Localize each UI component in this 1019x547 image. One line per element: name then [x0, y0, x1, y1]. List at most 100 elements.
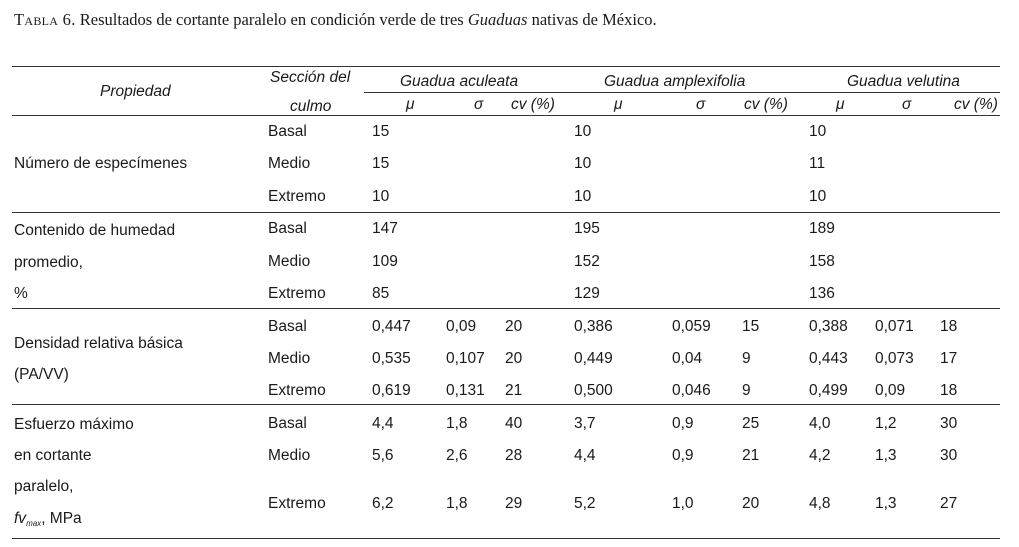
value-cell: 158	[809, 253, 835, 270]
value-cell: 28	[505, 447, 523, 464]
section-cell: Medio	[268, 155, 311, 172]
header-cv: cv (%)	[511, 96, 555, 113]
symbol-subscript: max	[26, 519, 42, 528]
value-cell: 0,386	[574, 318, 613, 335]
value-cell: 29	[505, 495, 523, 512]
value-cell: 20	[505, 318, 523, 335]
property-label: (PA/VV)	[14, 366, 69, 383]
header-property: Propiedad	[100, 83, 171, 100]
value-cell: 10	[809, 188, 827, 205]
table-caption: Tabla 6. Resultados de cortante paralelo…	[14, 10, 657, 30]
property-label: promedio,	[14, 254, 83, 271]
value-cell: 6,2	[372, 495, 394, 512]
value-cell: 0,500	[574, 382, 613, 399]
value-cell: 4,4	[372, 415, 394, 432]
value-cell: 15	[372, 123, 390, 140]
caption-label: Tabla 6.	[14, 10, 76, 29]
header-sd: σ	[902, 96, 912, 113]
value-cell: 40	[505, 415, 523, 432]
property-label: %	[14, 285, 28, 302]
header-species: Guadua aculeata	[400, 73, 519, 90]
property-symbol: fvmax, MPa	[14, 510, 82, 533]
header-cv: cv (%)	[744, 96, 788, 113]
value-cell: 18	[940, 382, 958, 399]
property-label: Número de especímenes	[14, 155, 188, 172]
value-cell: 0,447	[372, 318, 411, 335]
section-cell: Extremo	[268, 285, 326, 302]
value-cell: 4,0	[809, 415, 831, 432]
value-cell: 11	[809, 155, 826, 172]
value-cell: 0,499	[809, 382, 848, 399]
value-cell: 1,2	[875, 415, 897, 432]
section-cell: Basal	[268, 123, 307, 140]
property-label: en cortante	[14, 447, 92, 464]
value-cell: 20	[505, 350, 523, 367]
table-bottom-rule	[12, 538, 1000, 539]
header-sd: σ	[696, 96, 706, 113]
value-cell: 3,7	[574, 415, 596, 432]
value-cell: 0,388	[809, 318, 848, 335]
header-species: Guadua amplexifolia	[604, 73, 746, 90]
value-cell: 10	[574, 188, 592, 205]
value-cell: 17	[940, 350, 958, 367]
header-bottom-rule	[12, 115, 1000, 116]
value-cell: 0,073	[875, 350, 914, 367]
value-cell: 4,4	[574, 447, 596, 464]
value-cell: 0,107	[446, 350, 485, 367]
value-cell: 1,8	[446, 495, 468, 512]
value-cell: 27	[940, 495, 958, 512]
group-divider	[12, 308, 1000, 309]
header-species: Guadua velutina	[847, 73, 960, 90]
value-cell: 2,6	[446, 447, 468, 464]
section-cell: Basal	[268, 318, 307, 335]
value-cell: 9	[742, 350, 751, 367]
value-cell: 129	[574, 285, 600, 302]
value-cell: 0,619	[372, 382, 411, 399]
group-divider	[12, 404, 1000, 405]
property-label: Contenido de humedad	[14, 222, 176, 239]
value-cell: 1,0	[672, 495, 694, 512]
value-cell: 189	[809, 220, 835, 237]
value-cell: 0,9	[672, 415, 694, 432]
section-cell: Basal	[268, 220, 307, 237]
section-cell: Medio	[268, 447, 311, 464]
value-cell: 85	[372, 285, 390, 302]
caption-text: Resultados de cortante paralelo en condi…	[79, 10, 464, 29]
value-cell: 21	[742, 447, 760, 464]
value-cell: 0,059	[672, 318, 711, 335]
group-divider	[12, 212, 1000, 213]
value-cell: 0,449	[574, 350, 613, 367]
value-cell: 10	[372, 188, 390, 205]
value-cell: 5,2	[574, 495, 596, 512]
value-cell: 0,071	[875, 318, 914, 335]
caption-italic: Guaduas	[467, 10, 528, 29]
value-cell: 10	[809, 123, 827, 140]
value-cell: 1,8	[446, 415, 468, 432]
section-cell: Medio	[268, 350, 311, 367]
symbol-main: fv	[14, 510, 27, 527]
symbol-unit: , MPa	[41, 510, 82, 527]
value-cell: 0,09	[446, 318, 477, 335]
value-cell: 0,09	[875, 382, 906, 399]
header-section: Sección del	[270, 69, 351, 86]
value-cell: 15	[372, 155, 390, 172]
value-cell: 109	[372, 253, 398, 270]
value-cell: 9	[742, 382, 751, 399]
value-cell: 195	[574, 220, 600, 237]
section-cell: Extremo	[268, 382, 326, 399]
section-cell: Medio	[268, 253, 311, 270]
value-cell: 0,443	[809, 350, 848, 367]
value-cell: 10	[574, 123, 592, 140]
species-underline	[364, 92, 1000, 93]
caption-text-end: nativas de México.	[531, 10, 657, 29]
value-cell: 4,2	[809, 447, 831, 464]
table-top-rule	[12, 66, 1000, 67]
value-cell: 0,131	[446, 382, 485, 399]
header-cv: cv (%)	[954, 96, 998, 113]
value-cell: 30	[940, 415, 958, 432]
property-label: Densidad relativa básica	[14, 335, 183, 352]
value-cell: 25	[742, 415, 760, 432]
header-mean: μ	[614, 96, 623, 113]
value-cell: 0,9	[672, 447, 694, 464]
value-cell: 18	[940, 318, 958, 335]
